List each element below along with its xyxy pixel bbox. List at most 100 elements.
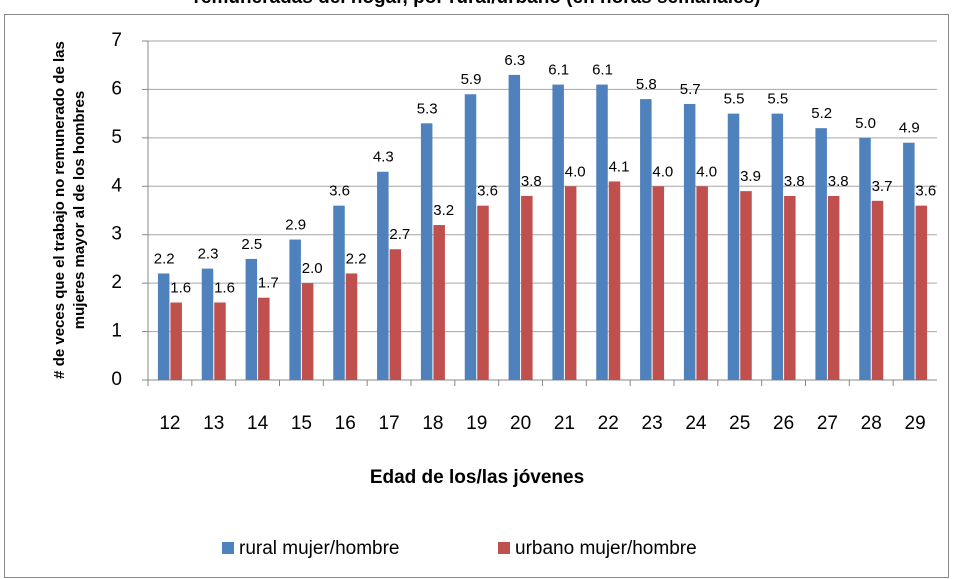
data-label: 5.3 <box>417 100 438 117</box>
x-tick-label: 23 <box>642 413 663 434</box>
bar <box>915 205 928 380</box>
bar <box>201 268 214 380</box>
x-axis-title: Edad de los/las jóvenes <box>370 467 584 488</box>
x-tick-label: 21 <box>554 413 575 434</box>
data-label: 3.6 <box>915 183 936 200</box>
x-tick-label: 14 <box>247 413 269 434</box>
x-tick-label: 26 <box>773 413 794 434</box>
data-label: 2.7 <box>389 226 410 243</box>
data-label: 3.8 <box>828 173 849 190</box>
data-label: 6.1 <box>592 62 613 79</box>
x-tick-label: 15 <box>291 413 312 434</box>
data-label: 4.0 <box>652 163 673 180</box>
bar <box>652 186 665 380</box>
legend-label: rural mujer/hombre <box>239 538 400 559</box>
y-axis-title-line: mujeres mayor al de los hombres <box>71 91 88 329</box>
bar <box>433 225 445 380</box>
data-label: 6.1 <box>548 62 569 79</box>
data-label: 4.9 <box>899 120 920 137</box>
data-label: 2.2 <box>346 250 367 267</box>
y-axis-title: # de veces que el trabajo no remunerado … <box>51 41 88 379</box>
bar <box>170 302 182 380</box>
bar <box>258 297 270 380</box>
x-tick-label: 28 <box>861 413 882 434</box>
chart-frame <box>4 14 949 578</box>
data-label: 5.2 <box>811 105 832 122</box>
y-tick-label: 3 <box>111 224 122 245</box>
bar <box>859 137 871 380</box>
data-label: 3.8 <box>521 173 542 190</box>
data-label: 2.3 <box>198 246 219 263</box>
bar <box>564 186 577 380</box>
bar <box>521 195 533 380</box>
x-tick-label: 16 <box>335 413 356 434</box>
data-label: 1.6 <box>214 279 235 296</box>
x-tick-label: 22 <box>598 413 619 434</box>
bar <box>827 195 840 380</box>
legend-label: urbano mujer/hombre <box>515 538 697 559</box>
bar <box>727 113 740 381</box>
bar <box>608 181 621 380</box>
legend-swatch <box>222 542 234 554</box>
bar <box>683 103 696 380</box>
legend-swatch <box>498 542 510 554</box>
y-tick-label: 2 <box>111 272 122 293</box>
bar <box>596 84 608 380</box>
x-tick-label: 27 <box>817 413 838 434</box>
bar <box>214 302 226 380</box>
x-tick-label: 18 <box>422 413 443 434</box>
y-axis-title-line: # de veces que el trabajo no remunerado … <box>51 41 68 379</box>
bar <box>301 283 314 380</box>
data-label: 3.8 <box>784 173 805 190</box>
data-label: 5.8 <box>636 76 657 93</box>
data-label: 2.9 <box>285 217 306 234</box>
bar <box>389 249 402 380</box>
x-tick-label: 12 <box>159 413 180 434</box>
bar <box>333 205 345 380</box>
x-tick-label: 25 <box>729 413 750 434</box>
data-label: 5.0 <box>855 115 876 132</box>
data-label: 3.9 <box>740 168 761 185</box>
bar <box>420 123 433 380</box>
data-label: 4.0 <box>565 163 586 180</box>
bar <box>477 205 489 380</box>
bar <box>508 74 521 381</box>
data-label: 2.0 <box>302 260 323 277</box>
bar <box>377 171 389 380</box>
x-tick-label: 19 <box>466 413 487 434</box>
bar <box>245 258 258 380</box>
bar <box>740 191 752 380</box>
data-label: 3.6 <box>477 183 498 200</box>
data-label: 6.3 <box>504 52 525 69</box>
data-label: 5.9 <box>461 71 482 88</box>
y-tick-label: 4 <box>111 175 122 196</box>
data-label: 4.1 <box>609 158 630 175</box>
data-label: 5.5 <box>724 91 745 108</box>
x-tick-label: 20 <box>510 413 531 434</box>
y-tick-label: 0 <box>111 369 122 390</box>
bar <box>552 84 564 380</box>
bar <box>464 94 477 381</box>
bar <box>784 195 796 380</box>
bar <box>157 273 170 380</box>
y-tick-label: 7 <box>111 30 122 51</box>
y-tick-label: 6 <box>111 78 122 99</box>
chart-title: remuneradas del hogar, por rural/urbano … <box>193 0 760 8</box>
data-label: 4.0 <box>696 163 717 180</box>
data-label: 4.3 <box>373 149 394 166</box>
data-label: 1.7 <box>258 275 279 292</box>
y-tick-label: 1 <box>111 321 122 342</box>
data-label: 5.7 <box>680 81 701 98</box>
bar <box>696 186 708 380</box>
bar <box>771 113 784 381</box>
bar <box>345 273 358 380</box>
y-tick-label: 5 <box>111 127 122 148</box>
data-label: 2.2 <box>154 250 175 267</box>
data-label: 3.6 <box>329 183 350 200</box>
x-tick-label: 29 <box>905 413 926 434</box>
x-tick-label: 17 <box>379 413 400 434</box>
data-label: 3.7 <box>872 178 893 195</box>
x-tick-label: 24 <box>685 413 707 434</box>
bar <box>289 239 301 380</box>
